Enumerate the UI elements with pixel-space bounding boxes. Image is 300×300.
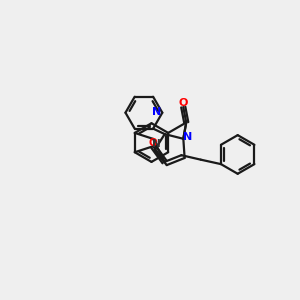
Text: O: O	[148, 138, 157, 148]
Text: N: N	[152, 107, 162, 117]
Text: O: O	[178, 98, 188, 108]
Text: N: N	[152, 139, 161, 149]
Text: N: N	[183, 132, 192, 142]
